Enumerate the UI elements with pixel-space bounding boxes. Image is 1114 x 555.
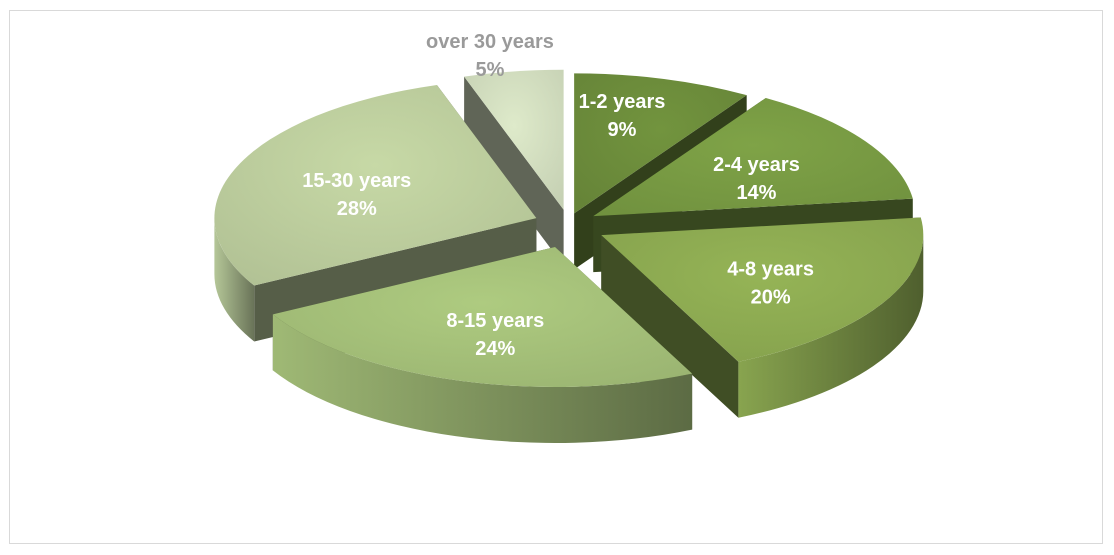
data-label-category: 4-8 years [727,259,814,281]
slice-wall-5-0 [464,76,564,266]
data-label-percent: 24% [475,338,515,360]
data-label-category: 15-30 years [302,170,411,192]
pie-slice-2-4-years [593,97,913,217]
slice-side-3-0 [272,314,693,443]
slice-side-4-0 [214,218,255,342]
pie-slice-1-2-years [574,73,747,214]
data-label-percent: 20% [751,287,791,309]
pie-slice-over-30-years [464,69,564,210]
slice-side-2-0 [738,235,924,418]
slice-wall-2-1 [601,235,739,418]
pie-slice-15-30-years [214,84,537,286]
data-label-category: 1-2 years [579,91,666,113]
data-label-category: 2-4 years [713,154,800,176]
data-label-percent: 9% [608,119,637,141]
pie-slice-8-15-years [272,246,693,387]
data-label-percent: 28% [337,198,377,220]
data-label-category: 8-15 years [446,310,544,332]
data-label-category: over 30 years [426,31,554,53]
data-label-percent: 14% [736,182,776,204]
slice-tops [214,69,924,387]
data-label-percent: 5% [476,59,505,81]
pie-slice-4-8-years [601,217,924,362]
data-labels: 1-2 years 9% 2-4 years 14% 4-8 years 20% 8-15 … [302,31,814,360]
